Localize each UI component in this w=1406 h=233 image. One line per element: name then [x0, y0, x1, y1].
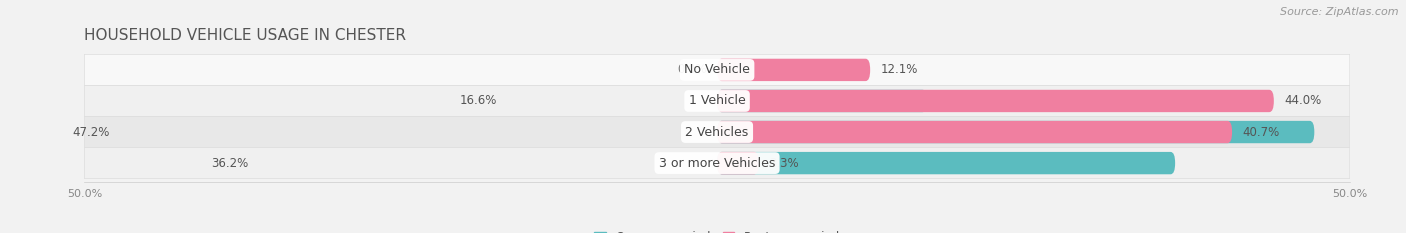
Text: 40.7%: 40.7% — [1243, 126, 1279, 139]
FancyBboxPatch shape — [717, 152, 1175, 174]
FancyBboxPatch shape — [84, 116, 1350, 147]
Text: No Vehicle: No Vehicle — [685, 63, 749, 76]
FancyBboxPatch shape — [717, 121, 1315, 143]
FancyBboxPatch shape — [717, 121, 1232, 143]
Text: 2 Vehicles: 2 Vehicles — [686, 126, 748, 139]
FancyBboxPatch shape — [717, 152, 759, 174]
Text: Source: ZipAtlas.com: Source: ZipAtlas.com — [1281, 7, 1399, 17]
Text: HOUSEHOLD VEHICLE USAGE IN CHESTER: HOUSEHOLD VEHICLE USAGE IN CHESTER — [84, 28, 406, 43]
Text: 36.2%: 36.2% — [212, 157, 249, 170]
FancyBboxPatch shape — [84, 147, 1350, 179]
FancyBboxPatch shape — [84, 54, 1350, 86]
FancyBboxPatch shape — [717, 90, 927, 112]
Text: 44.0%: 44.0% — [1284, 94, 1322, 107]
Text: 47.2%: 47.2% — [72, 126, 110, 139]
Text: 12.1%: 12.1% — [880, 63, 918, 76]
Text: 3 or more Vehicles: 3 or more Vehicles — [659, 157, 775, 170]
Text: 1 Vehicle: 1 Vehicle — [689, 94, 745, 107]
Text: 3.3%: 3.3% — [769, 157, 799, 170]
FancyBboxPatch shape — [717, 90, 1274, 112]
FancyBboxPatch shape — [717, 59, 870, 81]
Legend: Owner-occupied, Renter-occupied: Owner-occupied, Renter-occupied — [593, 231, 841, 233]
Text: 0.0%: 0.0% — [678, 63, 707, 76]
Text: 16.6%: 16.6% — [460, 94, 496, 107]
FancyBboxPatch shape — [84, 86, 1350, 116]
